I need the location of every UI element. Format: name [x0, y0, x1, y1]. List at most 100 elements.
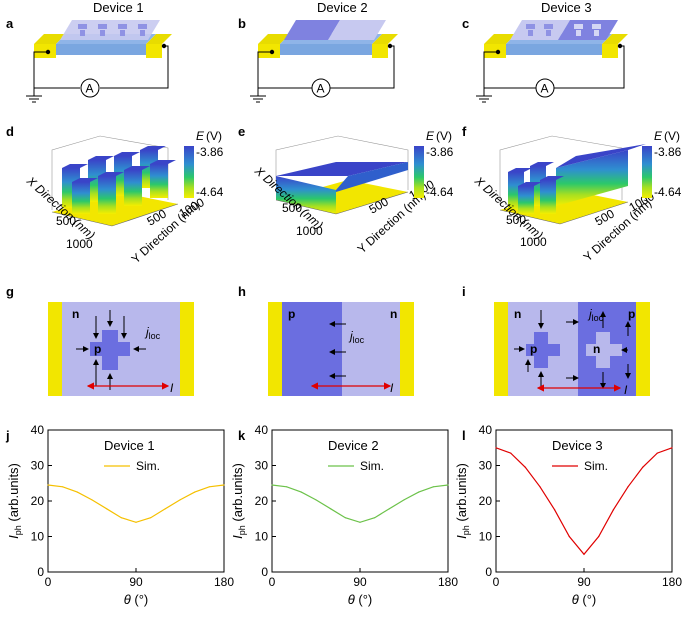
ammeter-symbol-2: A	[317, 82, 325, 96]
chart-j-point-8	[164, 508, 166, 510]
chart-j-point-6	[135, 521, 137, 523]
chart-k-point-2	[300, 491, 302, 493]
chart-l-legend-entry: Sim.	[584, 459, 608, 473]
chart-j-point-4	[106, 508, 108, 510]
chart-k-point-1	[286, 486, 288, 488]
schematic-h-j: jloc	[348, 329, 365, 345]
schematic-i-n-center: n	[593, 342, 600, 356]
colorbar-e	[414, 146, 424, 198]
chart-l-legend-title: Device 3	[552, 438, 603, 453]
surface-e-x-tick-1000: 1000	[296, 224, 323, 238]
chart-l-point-12	[671, 447, 673, 449]
chart-l-y-tick-label-0: 0	[485, 565, 492, 579]
device3-schematic: A	[476, 20, 628, 103]
chart-j-point-2	[76, 491, 78, 493]
chart-j-y-tick-label-2: 20	[31, 494, 45, 508]
chart-j-point-7	[150, 517, 152, 519]
chart-l-point-11	[656, 452, 658, 454]
schematic-h-n: n	[390, 307, 397, 321]
chart-k-point-0	[271, 484, 273, 486]
chart-j-point-3	[91, 499, 93, 501]
colorbar-d-min: -4.64	[196, 185, 224, 199]
schematic-i-n-left: n	[514, 307, 521, 321]
chart-l-point-9	[627, 486, 629, 488]
panel-label-l: l	[462, 428, 466, 443]
chart-l-y-tick-label-2: 20	[479, 494, 493, 508]
chart-k-point-6	[359, 521, 361, 523]
colorbar-e-min: -4.64	[426, 185, 454, 199]
chart-k-y-label: Iph (arb.units)	[230, 463, 247, 539]
schematic-i-p-right: p	[628, 307, 635, 321]
panel-label-j: j	[5, 428, 10, 443]
carrier-schematic-i	[494, 302, 650, 396]
chart-k-point-8	[388, 508, 390, 510]
device2-title: Device 2	[317, 0, 368, 15]
surface-plot-e	[275, 135, 409, 215]
chart-j-y-tick-label-3: 30	[31, 459, 45, 473]
surface-d-x-tick-1000: 1000	[66, 237, 93, 251]
device2-schematic: A	[250, 20, 398, 103]
chart-k-y-tick-label-2: 20	[255, 494, 269, 508]
chart-j-x-tick-label-2: 180	[214, 575, 234, 589]
carrier-schematic-g	[48, 302, 194, 396]
panel-label-h: h	[238, 284, 246, 299]
chart-j-point-9	[179, 499, 181, 501]
schematic-g-p: p	[94, 342, 101, 356]
chart-k-point-12	[447, 484, 449, 486]
device3-title: Device 3	[541, 0, 592, 15]
carrier-schematic-h	[268, 302, 414, 396]
schematic-h-current: I	[390, 381, 394, 395]
chart-k-x-tick-label-2: 180	[438, 575, 458, 589]
ammeter-symbol-3: A	[541, 82, 549, 96]
colorbar-d-max: -3.86	[196, 145, 224, 159]
chart-k-series-line-0	[271, 484, 449, 523]
chart-j-y-label: Iph (arb.units)	[6, 463, 23, 539]
chart-k-point-9	[403, 499, 405, 501]
chart-l-x-tick-label-2: 180	[662, 575, 682, 589]
chart-k: 0 90 180 0 10 20 30 40 Sim. Device 2 θ (°) Iph (arb…	[230, 423, 458, 607]
chart-j-point-12	[223, 484, 225, 486]
chart-l-point-5	[568, 535, 570, 538]
chart-l-y-tick-label-1: 10	[479, 530, 493, 544]
surface-f-x-tick-1000: 1000	[520, 235, 547, 249]
colorbar-f	[642, 146, 652, 198]
chart-l-x-label: θ (°)	[572, 592, 597, 607]
surface-e-x-tick-500: 500	[282, 201, 302, 215]
panel-label-d: d	[6, 124, 14, 139]
chart-l-point-0	[495, 447, 497, 449]
chart-j-point-10	[194, 491, 196, 493]
chart-l-x-tick-label-1: 90	[577, 575, 591, 589]
chart-k-legend-title: Device 2	[328, 438, 379, 453]
schematic-i-p-center: p	[530, 342, 537, 356]
surface-f-x-tick-500: 500	[506, 213, 526, 227]
chart-k-point-4	[330, 508, 332, 510]
chart-l: 0 90 180 0 10 20 30 40 Sim. Device 3 θ (°) Iph (arb…	[454, 423, 682, 607]
chart-l-point-7	[598, 535, 600, 538]
chart-j-legend-title: Device 1	[104, 438, 155, 453]
chart-j-point-5	[120, 517, 122, 519]
schematic-h-p: p	[288, 307, 295, 321]
colorbar-e-max: -3.86	[426, 145, 454, 159]
chart-k-point-5	[344, 517, 346, 519]
chart-l-point-10	[642, 466, 644, 468]
device1-schematic: A	[26, 20, 172, 103]
schematic-g-n: n	[72, 307, 79, 321]
chart-l-point-6	[583, 553, 585, 555]
colorbar-e-label-unit: (V)	[436, 129, 452, 143]
chart-j-y-tick-label-4: 40	[31, 423, 45, 437]
chart-k-point-11	[432, 486, 434, 488]
chart-l-x-tick-label-0: 0	[493, 575, 500, 589]
chart-j-legend-entry: Sim.	[136, 459, 160, 473]
colorbar-f-label-symbol: E	[654, 129, 663, 143]
chart-k-y-tick-label-0: 0	[261, 565, 268, 579]
chart-l-point-4	[554, 509, 556, 511]
chart-j-x-tick-label-0: 0	[45, 575, 52, 589]
chart-j-x-label: θ (°)	[124, 592, 149, 607]
surface-d-x-tick-500: 500	[56, 214, 76, 228]
chart-k-point-10	[418, 491, 420, 493]
schematic-g-current: I	[170, 381, 174, 395]
chart-j-point-11	[208, 486, 210, 488]
chart-j: 0 90 180 0 10 20 30 40 Sim. Device 1 θ (°) Iph (arb…	[6, 423, 234, 607]
chart-l-y-label: Iph (arb.units)	[454, 463, 471, 539]
ammeter-symbol-1: A	[86, 82, 94, 96]
